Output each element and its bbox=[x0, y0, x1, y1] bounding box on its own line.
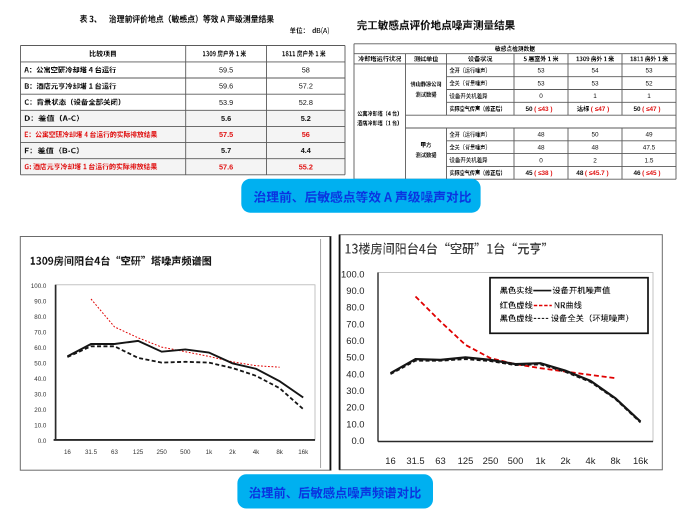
svg-text:45: 45 bbox=[526, 170, 534, 177]
svg-text:100.0: 100.0 bbox=[341, 268, 364, 279]
svg-text:50: 50 bbox=[591, 132, 599, 139]
svg-text:5.6: 5.6 bbox=[221, 114, 231, 123]
svg-text:1.5: 1.5 bbox=[645, 157, 654, 164]
svg-text:53: 53 bbox=[645, 68, 653, 75]
svg-text:63: 63 bbox=[111, 449, 118, 456]
svg-text:90.0: 90.0 bbox=[34, 299, 47, 306]
svg-text:( ≤45 ): ( ≤45 ) bbox=[642, 170, 660, 177]
svg-text:( ≤47 ): ( ≤47 ) bbox=[642, 106, 660, 113]
svg-text:0: 0 bbox=[539, 157, 543, 164]
svg-text:10.0: 10.0 bbox=[34, 423, 47, 430]
svg-text:( ≤43 ): ( ≤43 ) bbox=[534, 106, 552, 113]
svg-text:5.7: 5.7 bbox=[221, 146, 231, 155]
svg-text:5.2: 5.2 bbox=[301, 114, 311, 123]
svg-text:31.5: 31.5 bbox=[85, 449, 98, 456]
svg-text:46: 46 bbox=[634, 170, 642, 177]
svg-text:1k: 1k bbox=[206, 449, 213, 456]
svg-text:100.0: 100.0 bbox=[31, 283, 47, 290]
svg-text:250: 250 bbox=[157, 449, 168, 456]
svg-text:48: 48 bbox=[537, 145, 545, 152]
svg-text:55.2: 55.2 bbox=[299, 162, 313, 171]
svg-text:53: 53 bbox=[537, 80, 545, 87]
svg-text:60.0: 60.0 bbox=[34, 345, 47, 352]
svg-text:4k: 4k bbox=[586, 455, 596, 466]
svg-text:53: 53 bbox=[537, 68, 545, 75]
svg-text:40.0: 40.0 bbox=[346, 368, 364, 379]
svg-text:50: 50 bbox=[526, 106, 534, 113]
svg-text:48: 48 bbox=[576, 170, 584, 177]
svg-text:47.5: 47.5 bbox=[643, 145, 656, 152]
svg-text:59.6: 59.6 bbox=[219, 82, 233, 91]
svg-text:1k: 1k bbox=[536, 455, 546, 466]
svg-text:( ≤47 ): ( ≤47 ) bbox=[591, 106, 609, 113]
svg-text:500: 500 bbox=[508, 455, 524, 466]
svg-text:63: 63 bbox=[435, 455, 445, 466]
svg-text:2k: 2k bbox=[229, 449, 236, 456]
svg-text:56: 56 bbox=[302, 130, 310, 139]
svg-text:8k: 8k bbox=[611, 455, 621, 466]
svg-text:20.0: 20.0 bbox=[346, 402, 364, 413]
svg-text:54: 54 bbox=[591, 68, 599, 75]
svg-text:70.0: 70.0 bbox=[34, 330, 47, 337]
svg-text:( ≤38 ): ( ≤38 ) bbox=[534, 170, 552, 177]
svg-text:250: 250 bbox=[483, 455, 499, 466]
svg-text:58: 58 bbox=[302, 66, 310, 75]
svg-text:48: 48 bbox=[537, 132, 545, 139]
svg-text:57.5: 57.5 bbox=[219, 130, 233, 139]
svg-text:50.0: 50.0 bbox=[346, 352, 364, 363]
svg-text:59.5: 59.5 bbox=[219, 66, 233, 75]
svg-text:2k: 2k bbox=[561, 455, 571, 466]
svg-text:( ≤45.7 ): ( ≤45.7 ) bbox=[585, 170, 609, 177]
svg-text:50.0: 50.0 bbox=[34, 361, 47, 368]
svg-text:31.5: 31.5 bbox=[406, 455, 424, 466]
svg-text:60.0: 60.0 bbox=[346, 335, 364, 346]
svg-text:30.0: 30.0 bbox=[34, 392, 47, 399]
svg-text:8k: 8k bbox=[276, 449, 283, 456]
svg-text:125: 125 bbox=[133, 449, 144, 456]
svg-text:500: 500 bbox=[180, 449, 191, 456]
svg-text:53.9: 53.9 bbox=[219, 98, 233, 107]
svg-text:40.0: 40.0 bbox=[34, 376, 47, 383]
svg-text:1: 1 bbox=[647, 93, 651, 100]
svg-text:2: 2 bbox=[593, 157, 597, 164]
svg-text:10.0: 10.0 bbox=[346, 418, 364, 429]
svg-text:30.0: 30.0 bbox=[346, 385, 364, 396]
svg-text:80.0: 80.0 bbox=[346, 302, 364, 313]
svg-text:53: 53 bbox=[591, 80, 599, 87]
svg-text:16k: 16k bbox=[633, 455, 648, 466]
svg-text:16: 16 bbox=[64, 449, 71, 456]
svg-text:52: 52 bbox=[645, 80, 653, 87]
svg-text:4k: 4k bbox=[253, 449, 260, 456]
svg-text:48: 48 bbox=[591, 145, 599, 152]
svg-text:125: 125 bbox=[458, 455, 474, 466]
svg-text:20.0: 20.0 bbox=[34, 407, 47, 414]
svg-text:16: 16 bbox=[385, 455, 395, 466]
svg-text:57.6: 57.6 bbox=[219, 162, 233, 171]
svg-text:0.0: 0.0 bbox=[351, 435, 364, 446]
svg-text:49: 49 bbox=[645, 132, 653, 139]
svg-text:70.0: 70.0 bbox=[346, 318, 364, 329]
svg-text:1: 1 bbox=[593, 93, 597, 100]
svg-text:90.0: 90.0 bbox=[346, 285, 364, 296]
svg-text:0: 0 bbox=[539, 93, 543, 100]
svg-text:4.4: 4.4 bbox=[301, 146, 312, 155]
svg-text:52.8: 52.8 bbox=[299, 98, 313, 107]
svg-text:50: 50 bbox=[634, 106, 642, 113]
svg-text:16k: 16k bbox=[298, 449, 309, 456]
svg-text:57.2: 57.2 bbox=[299, 82, 313, 91]
svg-text:0.0: 0.0 bbox=[38, 438, 47, 445]
svg-text:80.0: 80.0 bbox=[34, 314, 47, 321]
